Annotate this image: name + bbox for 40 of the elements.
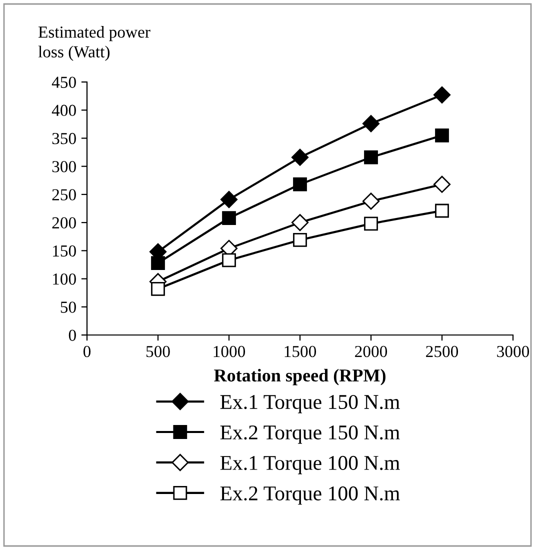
legend-label: Ex.1 Torque 150 N.m [220, 394, 400, 414]
point [293, 233, 307, 247]
x-tick-label: 0 [83, 346, 91, 358]
point [433, 176, 451, 193]
point [435, 128, 449, 142]
y-axis-title: Estimated power loss (Watt) [38, 26, 150, 61]
y-tick-label: 150 [53, 245, 76, 257]
point [435, 204, 449, 218]
legend-label: Ex.2 Torque 150 N.m [220, 425, 400, 444]
point [222, 253, 236, 268]
x-tick-label: 1000 [214, 346, 246, 358]
legend-label: Ex.1 Torque 100 N.m [220, 456, 400, 474]
y-tick-label: 300 [52, 161, 76, 172]
point [222, 211, 236, 226]
point [291, 148, 309, 166]
point [364, 216, 378, 231]
x-axis-title: Rotation speed (RPM) [214, 368, 386, 386]
point [293, 177, 307, 192]
y-tick-label: 200 [52, 217, 76, 228]
point [291, 214, 309, 232]
y-tick-label: 100 [53, 273, 76, 285]
x-tick-label: 1500 [284, 346, 316, 358]
point [362, 192, 380, 210]
x-tick-label: 2000 [355, 346, 388, 358]
point [433, 86, 451, 104]
x-tick-label: 500 [146, 346, 170, 358]
point [364, 150, 378, 164]
point [151, 282, 165, 296]
y-tick-label: 350 [52, 132, 76, 144]
x-tick-label: 3000 [497, 346, 530, 358]
point [151, 256, 165, 270]
y-tick-label: 50 [60, 302, 76, 313]
y-tick-label: 400 [52, 104, 76, 116]
point [362, 115, 380, 132]
y-tick-label: 250 [52, 189, 76, 200]
y-tick-label: 0 [68, 330, 76, 341]
point [220, 190, 238, 208]
x-tick-label: 2500 [426, 346, 458, 358]
y-tick-label: 450 [52, 76, 76, 88]
legend-label: Ex.2 Torque 100 N.m [220, 486, 400, 505]
